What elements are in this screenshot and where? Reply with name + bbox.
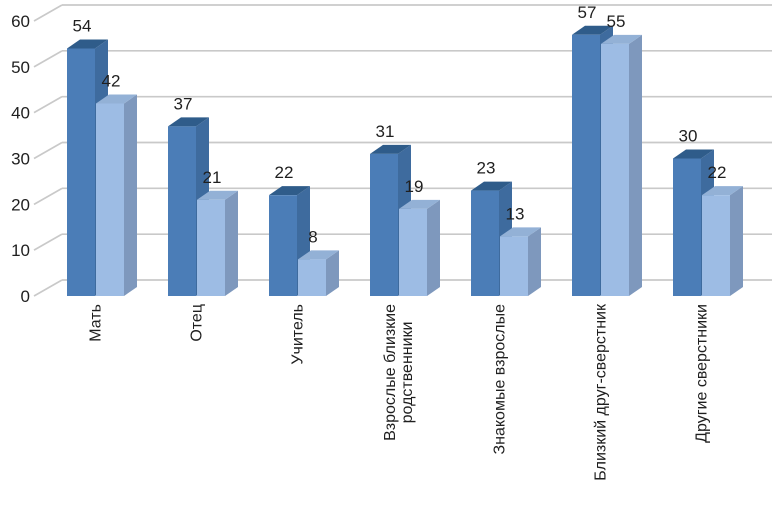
bar-top-s1-c5 — [572, 25, 613, 35]
value-label: 19 — [405, 177, 424, 196]
y-gridline-side-segment — [33, 279, 63, 297]
value-label: 54 — [73, 17, 92, 36]
category-label: Другие сверстники — [694, 304, 711, 443]
y-axis-tick-label: 20 — [11, 195, 30, 214]
bar-top-s1-c4 — [471, 181, 512, 191]
bar-top-s1-c6 — [673, 149, 714, 159]
bar-front-s1-c3 — [370, 153, 398, 296]
bar-top-s2-c1 — [197, 190, 238, 200]
bar-top-s2-c6 — [702, 186, 743, 196]
bar-side-s2-c6 — [730, 186, 743, 296]
value-label: 13 — [506, 204, 525, 223]
category-label: Знакомые взрослые — [492, 304, 509, 455]
bar-side-s2-c0 — [124, 94, 137, 296]
bar-front-s1-c2 — [269, 195, 297, 296]
y-axis-tick-label: 30 — [11, 150, 30, 169]
bar-front-s2-c4 — [500, 236, 528, 296]
bar-front-s1-c6 — [673, 158, 701, 296]
category-label: Взрослые близкие — [382, 304, 399, 441]
category-label: Близкий друг-сверстник — [593, 303, 610, 481]
bar-top-s1-c1 — [168, 117, 209, 127]
y-axis-tick-label: 10 — [11, 241, 30, 260]
bar-top-s2-c4 — [500, 227, 541, 237]
y-gridline-side-segment — [33, 95, 63, 114]
bar-side-s2-c1 — [225, 190, 238, 296]
bar-top-s2-c5 — [601, 34, 642, 44]
bar-side-s2-c5 — [629, 34, 642, 297]
y-gridline-side-segment — [33, 50, 63, 68]
bar-top-s2-c3 — [399, 199, 440, 209]
y-gridline-side-segment — [33, 233, 63, 251]
category-label: Отец — [189, 304, 206, 342]
category-label: Учитель — [290, 304, 307, 365]
y-gridline-side-segment — [33, 187, 63, 206]
y-gridline-side-segment — [33, 4, 63, 22]
value-label: 22 — [708, 163, 727, 182]
bar-front-s2-c3 — [399, 208, 427, 296]
value-label: 30 — [679, 127, 698, 146]
value-label: 31 — [376, 122, 395, 141]
bar-front-s2-c6 — [702, 195, 730, 296]
bar-side-s2-c3 — [427, 199, 440, 296]
y-axis-tick-label: 40 — [11, 104, 30, 123]
bar-front-s2-c5 — [601, 43, 629, 296]
bar-side-s2-c4 — [528, 227, 541, 296]
y-gridline-side-segment — [33, 141, 63, 160]
bar-front-s2-c2 — [298, 259, 326, 296]
bar-front-s2-c1 — [197, 199, 225, 296]
value-label: 8 — [308, 227, 317, 246]
y-axis-tick-label: 0 — [21, 287, 30, 306]
y-axis-tick-label: 60 — [11, 12, 30, 31]
bar-front-s1-c5 — [572, 34, 600, 296]
bar-side-s2-c2 — [326, 250, 339, 296]
bar-top-s1-c3 — [370, 144, 411, 154]
category-label: родственники — [399, 322, 416, 424]
bar-top-s1-c2 — [269, 186, 310, 196]
value-label: 42 — [102, 72, 121, 91]
value-label: 21 — [203, 168, 222, 187]
bar-front-s1-c4 — [471, 190, 499, 296]
bar-top-s2-c2 — [298, 250, 339, 260]
bar-top-s1-c0 — [67, 39, 108, 49]
bar-top-s2-c0 — [96, 94, 137, 104]
bar-front-s2-c0 — [96, 103, 124, 296]
value-label: 22 — [275, 163, 294, 182]
category-label: Мать — [88, 304, 105, 342]
value-label: 55 — [607, 12, 626, 31]
bar-front-s1-c0 — [67, 48, 95, 296]
value-label: 23 — [477, 159, 496, 178]
value-label: 57 — [578, 3, 597, 22]
y-axis-tick-label: 50 — [11, 58, 30, 77]
bar-front-s1-c1 — [168, 126, 196, 297]
value-label: 37 — [174, 94, 193, 113]
